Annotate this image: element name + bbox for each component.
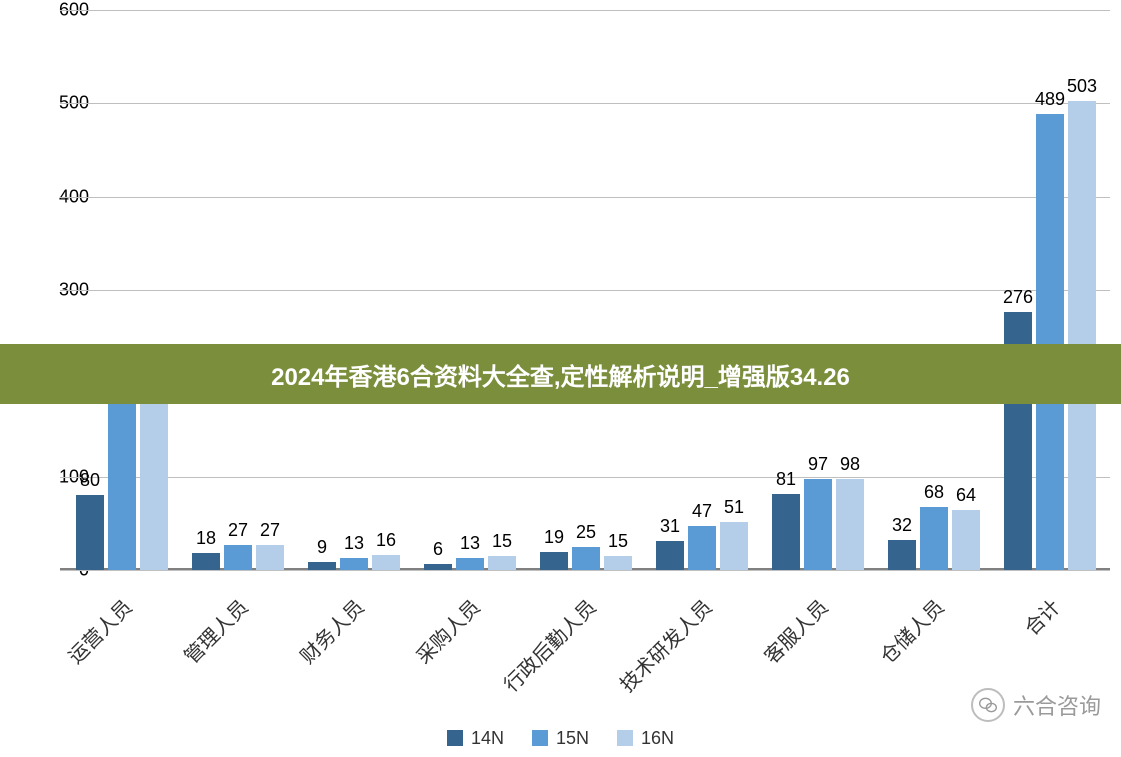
- bar: [256, 545, 284, 570]
- legend-label: 14N: [471, 728, 504, 749]
- bar-value-label: 97: [808, 454, 828, 475]
- overlay-text: 2024年香港6合资料大全查,定性解析说明_增强版34.26: [271, 357, 850, 392]
- legend: 14N 15N 16N: [0, 728, 1121, 752]
- bar-value-label: 47: [692, 501, 712, 522]
- bar-value-label: 51: [724, 497, 744, 518]
- bar-value-label: 6: [433, 539, 443, 560]
- legend-label: 15N: [556, 728, 589, 749]
- category-label: 采购人员: [408, 592, 485, 669]
- bar: [656, 541, 684, 570]
- bar: [192, 553, 220, 570]
- chart-container: 0100200300400500600 80199217182727913166…: [50, 10, 1110, 570]
- bar-value-label: 81: [776, 469, 796, 490]
- bar-value-label: 19: [544, 527, 564, 548]
- watermark-text: 六合咨询: [1013, 689, 1101, 721]
- bar-value-label: 32: [892, 515, 912, 536]
- category-label: 管理人员: [176, 592, 253, 669]
- bar: [772, 494, 800, 570]
- bar-value-label: 15: [608, 531, 628, 552]
- bar-value-label: 13: [344, 533, 364, 554]
- bar-value-label: 15: [492, 531, 512, 552]
- bar-value-label: 9: [317, 537, 327, 558]
- bar-value-label: 489: [1035, 89, 1065, 110]
- bar-value-label: 31: [660, 516, 680, 537]
- bar-value-label: 25: [576, 522, 596, 543]
- bar: [920, 507, 948, 570]
- gridline: [60, 477, 1110, 478]
- legend-swatch: [447, 730, 463, 746]
- bar: [688, 526, 716, 570]
- gridline: [60, 570, 1110, 571]
- gridline: [60, 10, 1110, 11]
- bar: [888, 540, 916, 570]
- bar: [836, 479, 864, 570]
- bar-value-label: 503: [1067, 76, 1097, 97]
- gridline: [60, 197, 1110, 198]
- legend-item: 16N: [617, 728, 674, 749]
- bar-value-label: 64: [956, 485, 976, 506]
- legend-swatch: [532, 730, 548, 746]
- plot-area: 8019921718272791316613151925153147518197…: [60, 10, 1110, 570]
- bar: [308, 562, 336, 570]
- overlay-banner: 2024年香港6合资料大全查,定性解析说明_增强版34.26: [0, 344, 1121, 404]
- wechat-icon: [971, 688, 1005, 722]
- category-label: 运营人员: [60, 592, 137, 669]
- bar: [456, 558, 484, 570]
- bar-value-label: 276: [1003, 287, 1033, 308]
- bar: [76, 495, 104, 570]
- bar: [952, 510, 980, 570]
- bar: [224, 545, 252, 570]
- gridline: [60, 103, 1110, 104]
- bar: [108, 384, 136, 570]
- category-label: 行政后勤人员: [496, 592, 601, 697]
- bar: [1036, 114, 1064, 570]
- category-label: 财务人员: [292, 592, 369, 669]
- bar: [424, 564, 452, 570]
- bar-value-label: 80: [80, 470, 100, 491]
- bar-value-label: 18: [196, 528, 216, 549]
- bar-value-label: 27: [228, 520, 248, 541]
- bar: [488, 556, 516, 570]
- bar-value-label: 68: [924, 482, 944, 503]
- bar: [572, 547, 600, 570]
- bar: [1068, 101, 1096, 570]
- category-label: 客服人员: [756, 592, 833, 669]
- bar: [804, 479, 832, 570]
- bar: [340, 558, 368, 570]
- bar-value-label: 13: [460, 533, 480, 554]
- bar: [540, 552, 568, 570]
- category-label: 仓储人员: [872, 592, 949, 669]
- gridline: [60, 290, 1110, 291]
- bar-value-label: 27: [260, 520, 280, 541]
- bar-value-label: 16: [376, 530, 396, 551]
- legend-swatch: [617, 730, 633, 746]
- legend-item: 15N: [532, 728, 589, 749]
- bar: [720, 522, 748, 570]
- bar: [372, 555, 400, 570]
- watermark: 六合咨询: [971, 688, 1101, 722]
- legend-item: 14N: [447, 728, 504, 749]
- bar-value-label: 98: [840, 454, 860, 475]
- category-label: 合计: [1017, 592, 1066, 641]
- category-label: 技术研发人员: [612, 592, 717, 697]
- legend-label: 16N: [641, 728, 674, 749]
- bar: [604, 556, 632, 570]
